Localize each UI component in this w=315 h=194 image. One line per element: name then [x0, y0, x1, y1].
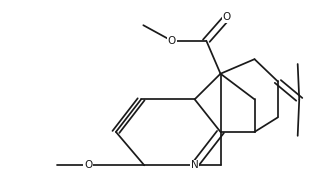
- Text: O: O: [84, 160, 92, 170]
- Text: N: N: [191, 160, 198, 170]
- Text: O: O: [168, 36, 176, 46]
- Text: O: O: [223, 12, 231, 23]
